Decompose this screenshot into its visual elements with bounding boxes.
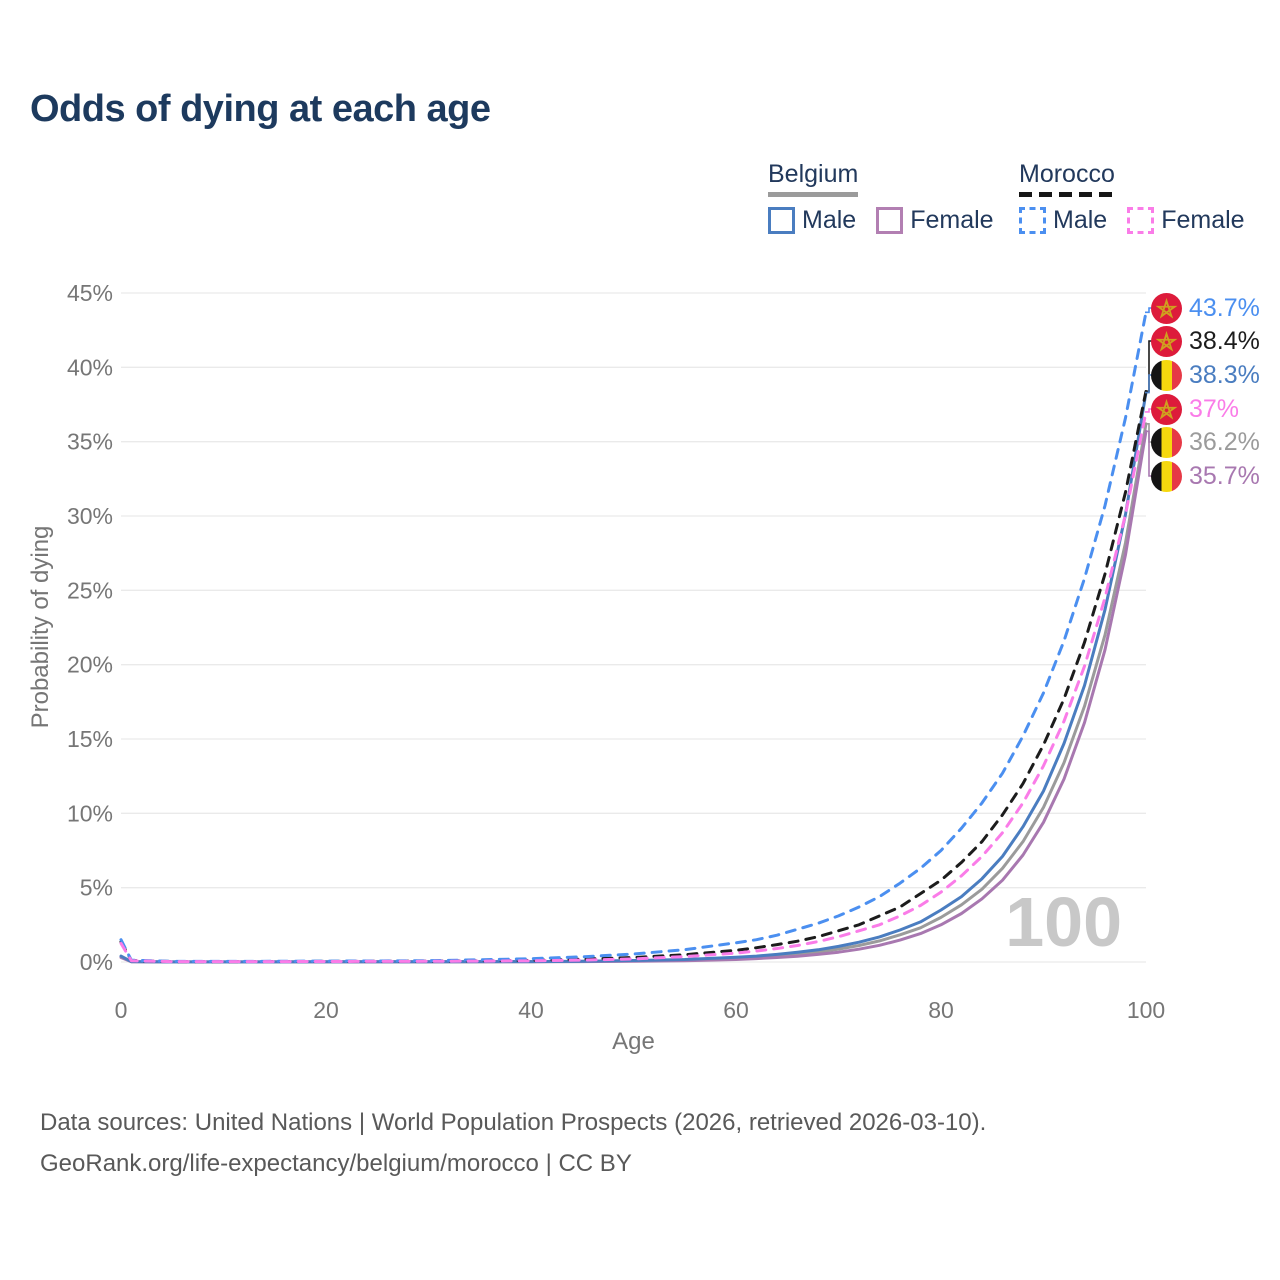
y-tick-label: 10% <box>67 800 113 826</box>
legend-belgium-female-label: Female <box>910 206 994 234</box>
belgium-flag-icon <box>1151 359 1182 391</box>
y-tick-label: 5% <box>80 875 113 901</box>
y-tick-label: 45% <box>67 280 113 306</box>
end-label: 38.3% <box>1151 359 1260 391</box>
belgium-flag-icon <box>1151 426 1182 458</box>
end-label-value: 38.3% <box>1189 360 1260 389</box>
morocco-flag-icon <box>1151 393 1182 425</box>
legend-morocco-male-label: Male <box>1053 206 1108 234</box>
end-label-value: 35.7% <box>1189 461 1260 490</box>
morocco-flag-icon <box>1151 325 1182 357</box>
legend-morocco-female-label: Female <box>1161 206 1245 234</box>
morocco-male-swatch <box>1019 207 1046 234</box>
end-label-value: 36.2% <box>1189 427 1260 456</box>
end-label: 36.2% <box>1151 426 1260 458</box>
legend-belgium-header: Belgium <box>768 160 859 197</box>
legend-group-belgium: Belgium Male Female <box>768 160 994 235</box>
belgium-male-swatch <box>768 207 795 234</box>
x-tick-label: 0 <box>115 997 128 1023</box>
belgium-flag-icon <box>1151 460 1182 492</box>
footer-attribution: GeoRank.org/life-expectancy/belgium/moro… <box>40 1150 632 1177</box>
legend-morocco-items: Male Female <box>1019 206 1245 235</box>
legend-belgium-items: Male Female <box>768 206 994 235</box>
legend-belgium-male-label: Male <box>802 206 857 234</box>
x-axis-title: Age <box>612 1028 655 1055</box>
x-tick-label: 100 <box>1127 997 1165 1023</box>
morocco-flag-icon <box>1151 292 1182 324</box>
morocco-female-swatch <box>1127 207 1155 234</box>
y-tick-label: 20% <box>67 652 113 678</box>
end-label: 37% <box>1151 393 1239 425</box>
y-axis-title: Probability of dying <box>27 526 54 729</box>
legend-morocco-name: Morocco <box>1019 160 1115 188</box>
series-morocco-total <box>119 389 1148 964</box>
end-label: 43.7% <box>1151 292 1260 324</box>
series-belgium-female <box>119 429 1148 964</box>
end-label-value: 37% <box>1189 394 1240 423</box>
y-tick-label: 15% <box>67 726 113 752</box>
series-belgium-male <box>119 391 1148 964</box>
y-tick-label: 0% <box>80 949 113 975</box>
end-label: 35.7% <box>1151 460 1260 492</box>
morocco-total-line-swatch <box>1019 192 1115 197</box>
series-morocco-female <box>119 410 1148 964</box>
footer: Data sources: United Nations | World Pop… <box>40 1102 986 1184</box>
end-label: 38.4% <box>1151 325 1260 357</box>
x-tick-label: 60 <box>723 997 749 1023</box>
series-belgium-total <box>119 422 1148 964</box>
legend-group-morocco: Morocco Male Female <box>1019 160 1245 235</box>
end-label-value: 43.7% <box>1189 293 1260 322</box>
belgium-total-line-swatch <box>768 192 859 197</box>
age-watermark: 100 <box>1005 883 1122 961</box>
end-label-value: 38.4% <box>1189 326 1260 355</box>
y-tick-label: 30% <box>67 503 113 529</box>
footer-data-sources: Data sources: United Nations | World Pop… <box>40 1109 987 1136</box>
x-tick-label: 80 <box>928 997 954 1023</box>
belgium-female-swatch <box>876 207 904 234</box>
y-tick-label: 25% <box>67 577 113 603</box>
y-tick-label: 35% <box>67 429 113 455</box>
x-tick-label: 20 <box>313 997 339 1023</box>
x-tick-label: 40 <box>518 997 544 1023</box>
legend-morocco-header: Morocco <box>1019 160 1115 197</box>
y-tick-label: 40% <box>67 354 113 380</box>
legend-belgium-name: Belgium <box>768 160 859 188</box>
page-title: Odds of dying at each age <box>30 88 491 130</box>
series-morocco-male <box>119 310 1148 963</box>
